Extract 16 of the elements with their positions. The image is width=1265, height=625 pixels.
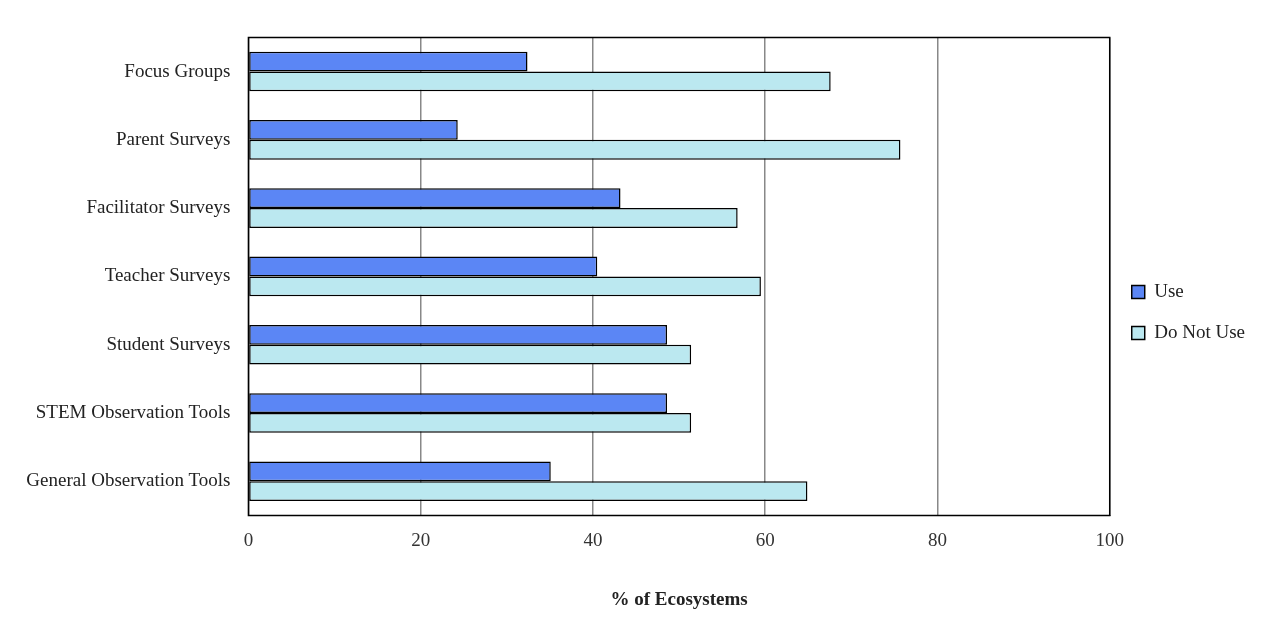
y-tick-label: STEM Observation Tools bbox=[35, 400, 231, 422]
y-tick-label: General Observation Tools bbox=[26, 469, 231, 491]
x-tick-label: 20 bbox=[411, 528, 431, 550]
y-tick-label: Student Surveys bbox=[106, 332, 231, 354]
y-tick-label: Focus Groups bbox=[124, 59, 231, 81]
x-tick-label: 60 bbox=[755, 528, 775, 550]
y-tick-label: Parent Surveys bbox=[115, 127, 231, 149]
legend-label: Do Not Use bbox=[1154, 320, 1246, 342]
x-axis-title: % of Ecosystems bbox=[610, 587, 748, 609]
x-tick-label: 40 bbox=[583, 528, 603, 550]
y-tick-label: Facilitator Surveys bbox=[86, 196, 231, 218]
x-tick-label: 80 bbox=[927, 528, 947, 550]
y-tick-label: Teacher Surveys bbox=[104, 264, 231, 286]
legend-label: Use bbox=[1154, 279, 1184, 301]
x-tick-label: 0 bbox=[243, 528, 254, 550]
x-tick-label: 100 bbox=[1095, 528, 1124, 550]
